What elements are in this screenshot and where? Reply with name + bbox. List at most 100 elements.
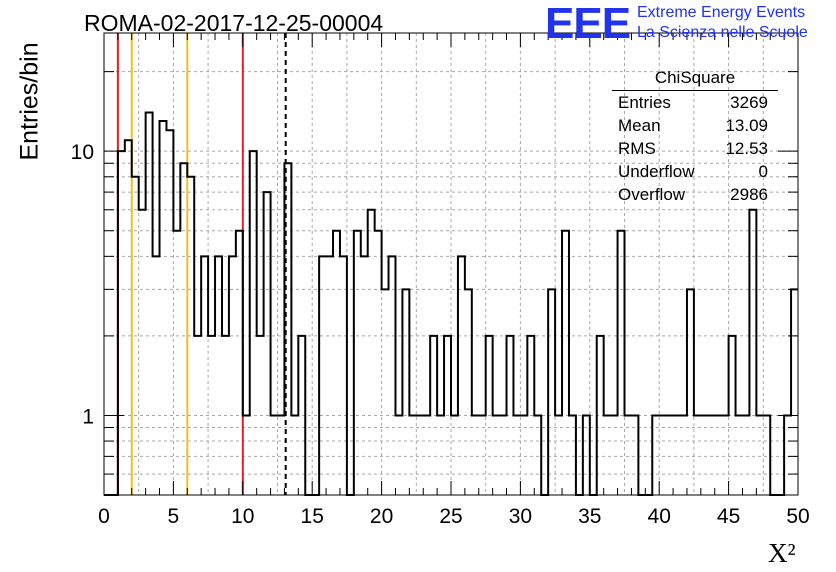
histogram-bin — [534, 415, 541, 495]
histogram-bin — [416, 415, 423, 495]
histogram-bin — [548, 289, 555, 495]
x-tick-label: 50 — [786, 505, 809, 528]
histogram-bin — [257, 336, 264, 495]
histogram-bin — [298, 336, 305, 495]
histogram-bin — [368, 210, 375, 495]
histogram-bin — [715, 415, 722, 495]
x-tick-label: 10 — [231, 505, 254, 528]
histogram-bin — [520, 415, 527, 495]
histogram-bin — [291, 415, 298, 495]
histogram-bin — [395, 415, 402, 495]
histogram-bin — [486, 336, 493, 495]
histogram-bin — [243, 415, 250, 495]
histogram-bin — [513, 415, 520, 495]
histogram-bin — [409, 415, 416, 495]
histogram-bin — [229, 256, 236, 495]
histogram-bin — [555, 415, 562, 495]
histogram-bin — [271, 415, 278, 495]
histogram-bin — [736, 415, 743, 495]
histogram-bin — [284, 163, 291, 495]
ticks — [103, 33, 799, 496]
x-tick-label: 0 — [98, 505, 110, 528]
histogram-bin — [597, 336, 604, 495]
histogram-bin — [180, 163, 187, 495]
histogram-bin — [694, 415, 701, 495]
stats-value: 3269 — [730, 93, 768, 112]
stats-value: 0 — [758, 162, 768, 181]
histogram-bin — [382, 289, 389, 495]
histogram-bin — [222, 336, 229, 495]
histogram-bin — [472, 415, 479, 495]
histogram-bin — [375, 231, 382, 495]
histogram-bin — [139, 210, 146, 495]
histogram-bin — [333, 231, 340, 495]
histogram-bin — [562, 231, 569, 495]
histogram-bin — [604, 415, 611, 495]
histogram-bin — [763, 415, 770, 495]
histogram-bin — [742, 415, 749, 495]
histogram-bin — [479, 415, 486, 495]
logo-line-1: Extreme Energy Events — [637, 4, 806, 21]
histogram-bin — [569, 415, 576, 495]
x-tick-label: 40 — [648, 505, 671, 528]
histogram-bin — [437, 415, 444, 495]
histogram-bin — [493, 415, 500, 495]
histogram-bin — [173, 231, 180, 495]
histogram-bin — [444, 336, 451, 495]
histogram-bin — [160, 121, 167, 495]
histogram-bin — [666, 415, 673, 495]
histogram-bin — [187, 177, 194, 495]
stats-box: ChiSquare Entries 3269 Mean 13.09 RMS 12.53… — [612, 66, 778, 206]
stats-value: 13.09 — [725, 116, 768, 135]
histogram-bin — [146, 113, 153, 495]
histogram-bin — [749, 210, 756, 495]
histogram-bin — [166, 130, 173, 495]
histogram-bin — [125, 140, 132, 495]
histogram-bin — [354, 231, 361, 495]
stats-label: Mean — [618, 116, 661, 135]
y-tick-label: 1 — [82, 405, 94, 428]
histogram-bin — [625, 415, 632, 495]
histogram-bin — [361, 256, 368, 495]
histogram-bin — [611, 415, 618, 495]
stats-label: Overflow — [618, 185, 686, 204]
histogram-bin — [583, 415, 590, 495]
grid — [104, 33, 798, 496]
histogram-bin — [402, 289, 409, 495]
logo-line-2: La Scienza nelle Scuole — [637, 24, 808, 41]
histogram-bin — [659, 415, 666, 495]
histogram-bin — [791, 289, 798, 495]
histogram-bin — [278, 415, 285, 495]
histogram-bin — [264, 192, 271, 495]
histogram-bin — [326, 256, 333, 495]
histogram-bin — [319, 256, 326, 495]
histogram-bin — [652, 415, 659, 495]
x-axis-label: X² — [768, 538, 796, 568]
stats-row: Underflow 0 — [612, 160, 778, 183]
stats-row: Mean 13.09 — [612, 114, 778, 137]
x-tick-label: 35 — [578, 505, 601, 528]
run-title: ROMA-02-2017-12-25-00004 — [84, 10, 384, 36]
histogram-bin — [201, 256, 208, 495]
histogram-bin — [507, 336, 514, 495]
histogram-bin — [701, 415, 708, 495]
eee-logo-mark: EEE — [545, 0, 631, 48]
histogram-bin — [153, 256, 160, 495]
stats-value: 12.53 — [725, 139, 768, 158]
tick-labels: 0 5 10 15 20 25 30 35 40 45 50 1 10 — [71, 141, 810, 528]
histogram-bin — [631, 415, 638, 495]
histogram-bin — [215, 256, 222, 495]
stats-row: RMS 12.53 — [612, 137, 778, 160]
histogram-bin — [132, 177, 139, 495]
stats-title: ChiSquare — [612, 66, 778, 91]
histogram-bin — [618, 231, 625, 495]
histogram-bin — [458, 256, 465, 495]
histogram-bin — [708, 415, 715, 495]
histogram-bin — [527, 336, 534, 495]
y-axis-label: Entries/bin — [15, 42, 44, 161]
x-tick-label: 45 — [717, 505, 740, 528]
x-tick-label: 5 — [168, 505, 180, 528]
histogram-bin — [451, 415, 458, 495]
stats-label: Entries — [618, 93, 671, 112]
